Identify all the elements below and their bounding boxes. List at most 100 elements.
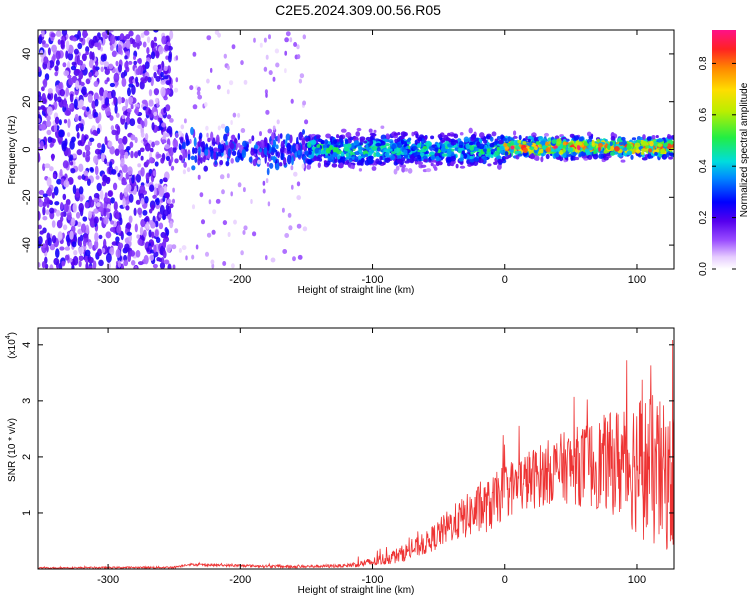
spectral-cell bbox=[38, 36, 43, 45]
spectral-cell bbox=[94, 71, 99, 76]
spectral-cell bbox=[104, 97, 110, 106]
spectral-cell bbox=[533, 136, 538, 142]
spectral-cell bbox=[124, 151, 129, 159]
spectral-cell bbox=[95, 60, 99, 67]
spectral-cell bbox=[119, 149, 125, 156]
spectral-cell bbox=[47, 237, 52, 247]
spectral-cell bbox=[206, 78, 210, 84]
y-tick-label: 40 bbox=[21, 48, 33, 60]
spectral-cell bbox=[95, 175, 100, 180]
spectral-cell bbox=[223, 153, 228, 159]
spectral-cell bbox=[162, 239, 167, 248]
spectral-cell bbox=[223, 53, 227, 59]
spectral-cell bbox=[550, 148, 555, 152]
spectral-cell bbox=[107, 140, 113, 148]
spectral-cell bbox=[356, 127, 362, 132]
spectral-cell bbox=[110, 220, 115, 225]
spectral-cell bbox=[567, 147, 574, 153]
spectral-cell bbox=[54, 116, 60, 125]
spectral-cell bbox=[55, 84, 60, 94]
spectral-cell bbox=[415, 133, 419, 139]
spectral-cell bbox=[497, 139, 504, 145]
spectral-cell bbox=[208, 199, 212, 205]
spectral-cell bbox=[666, 152, 670, 158]
spectral-cell bbox=[227, 148, 231, 158]
x-tick-label: 100 bbox=[628, 574, 646, 586]
spectral-cell bbox=[85, 262, 89, 269]
spectral-cell bbox=[159, 178, 164, 184]
spectral-cell bbox=[559, 156, 564, 162]
spectral-cell bbox=[183, 161, 187, 168]
spectral-cell bbox=[213, 150, 217, 161]
spectral-cell bbox=[343, 147, 350, 152]
spectral-cell bbox=[130, 260, 136, 266]
spectral-cell bbox=[75, 80, 80, 90]
spectral-cell bbox=[344, 139, 349, 144]
spectral-cell bbox=[153, 71, 157, 79]
spectral-cell bbox=[185, 255, 188, 261]
spectral-cell bbox=[133, 151, 139, 159]
spectral-cell bbox=[119, 217, 123, 226]
spectral-cell bbox=[69, 103, 73, 110]
spectral-cell bbox=[357, 145, 363, 151]
spectral-cell bbox=[77, 122, 82, 129]
colorbar-label: Normalized spectral amplitude bbox=[739, 82, 750, 217]
spectral-cell bbox=[100, 54, 106, 62]
spectral-cell bbox=[124, 121, 128, 130]
spectral-cell bbox=[569, 133, 575, 138]
spectral-cell bbox=[610, 135, 616, 142]
spectral-cell bbox=[447, 132, 451, 137]
spectral-cell bbox=[512, 130, 517, 136]
spectral-cell bbox=[63, 98, 67, 108]
spectral-cell bbox=[470, 134, 477, 140]
spectral-cell bbox=[160, 257, 165, 264]
spectral-cell bbox=[384, 152, 390, 157]
spectral-cell bbox=[146, 247, 150, 252]
spectral-cell bbox=[92, 64, 96, 75]
spectral-cell bbox=[173, 87, 179, 93]
spectral-cell bbox=[248, 156, 253, 163]
spectral-cell bbox=[345, 152, 349, 157]
spectral-cell bbox=[403, 154, 409, 159]
spectral-cell bbox=[267, 128, 273, 134]
spectral-cell bbox=[221, 189, 225, 195]
spectral-cell bbox=[70, 65, 77, 71]
spectral-cell bbox=[242, 140, 247, 148]
spectral-cell bbox=[72, 202, 78, 213]
spectral-cell bbox=[347, 162, 352, 168]
spectral-cell bbox=[264, 154, 267, 164]
spectral-cell bbox=[100, 66, 104, 73]
spectral-cell bbox=[163, 259, 170, 265]
spectral-cell bbox=[614, 146, 620, 152]
spectral-cell bbox=[148, 219, 154, 226]
bottom-y-ticks: 1 2 3 4 bbox=[21, 342, 674, 516]
spectral-cell bbox=[191, 254, 195, 260]
spectral-cell bbox=[585, 151, 591, 156]
spectral-cell bbox=[47, 93, 52, 100]
spectral-cell bbox=[71, 136, 76, 143]
spectral-cell bbox=[154, 140, 160, 146]
spectral-cell bbox=[657, 143, 663, 147]
spectral-cell bbox=[156, 153, 162, 159]
spectral-cell bbox=[551, 139, 557, 145]
spectral-cell bbox=[143, 254, 149, 265]
spectral-cell bbox=[68, 77, 74, 86]
spectral-cell bbox=[284, 68, 287, 74]
spectral-cell bbox=[117, 242, 124, 250]
spectral-cell bbox=[228, 80, 234, 86]
spectral-cell bbox=[211, 229, 216, 235]
spectral-cell bbox=[200, 151, 205, 157]
spectral-cell bbox=[242, 187, 246, 193]
spectral-cell bbox=[71, 265, 75, 269]
spectral-cell bbox=[237, 132, 241, 141]
spectral-cell bbox=[267, 143, 270, 151]
spectral-cell bbox=[296, 44, 300, 50]
spectral-cell bbox=[171, 198, 176, 204]
spectral-cell bbox=[59, 169, 63, 177]
spectral-cell bbox=[122, 110, 129, 116]
spectral-cell bbox=[275, 144, 279, 150]
spectral-cell bbox=[274, 48, 280, 54]
spectral-cell bbox=[227, 232, 231, 237]
spectral-cell bbox=[84, 201, 90, 209]
spectral-cell bbox=[92, 260, 97, 269]
